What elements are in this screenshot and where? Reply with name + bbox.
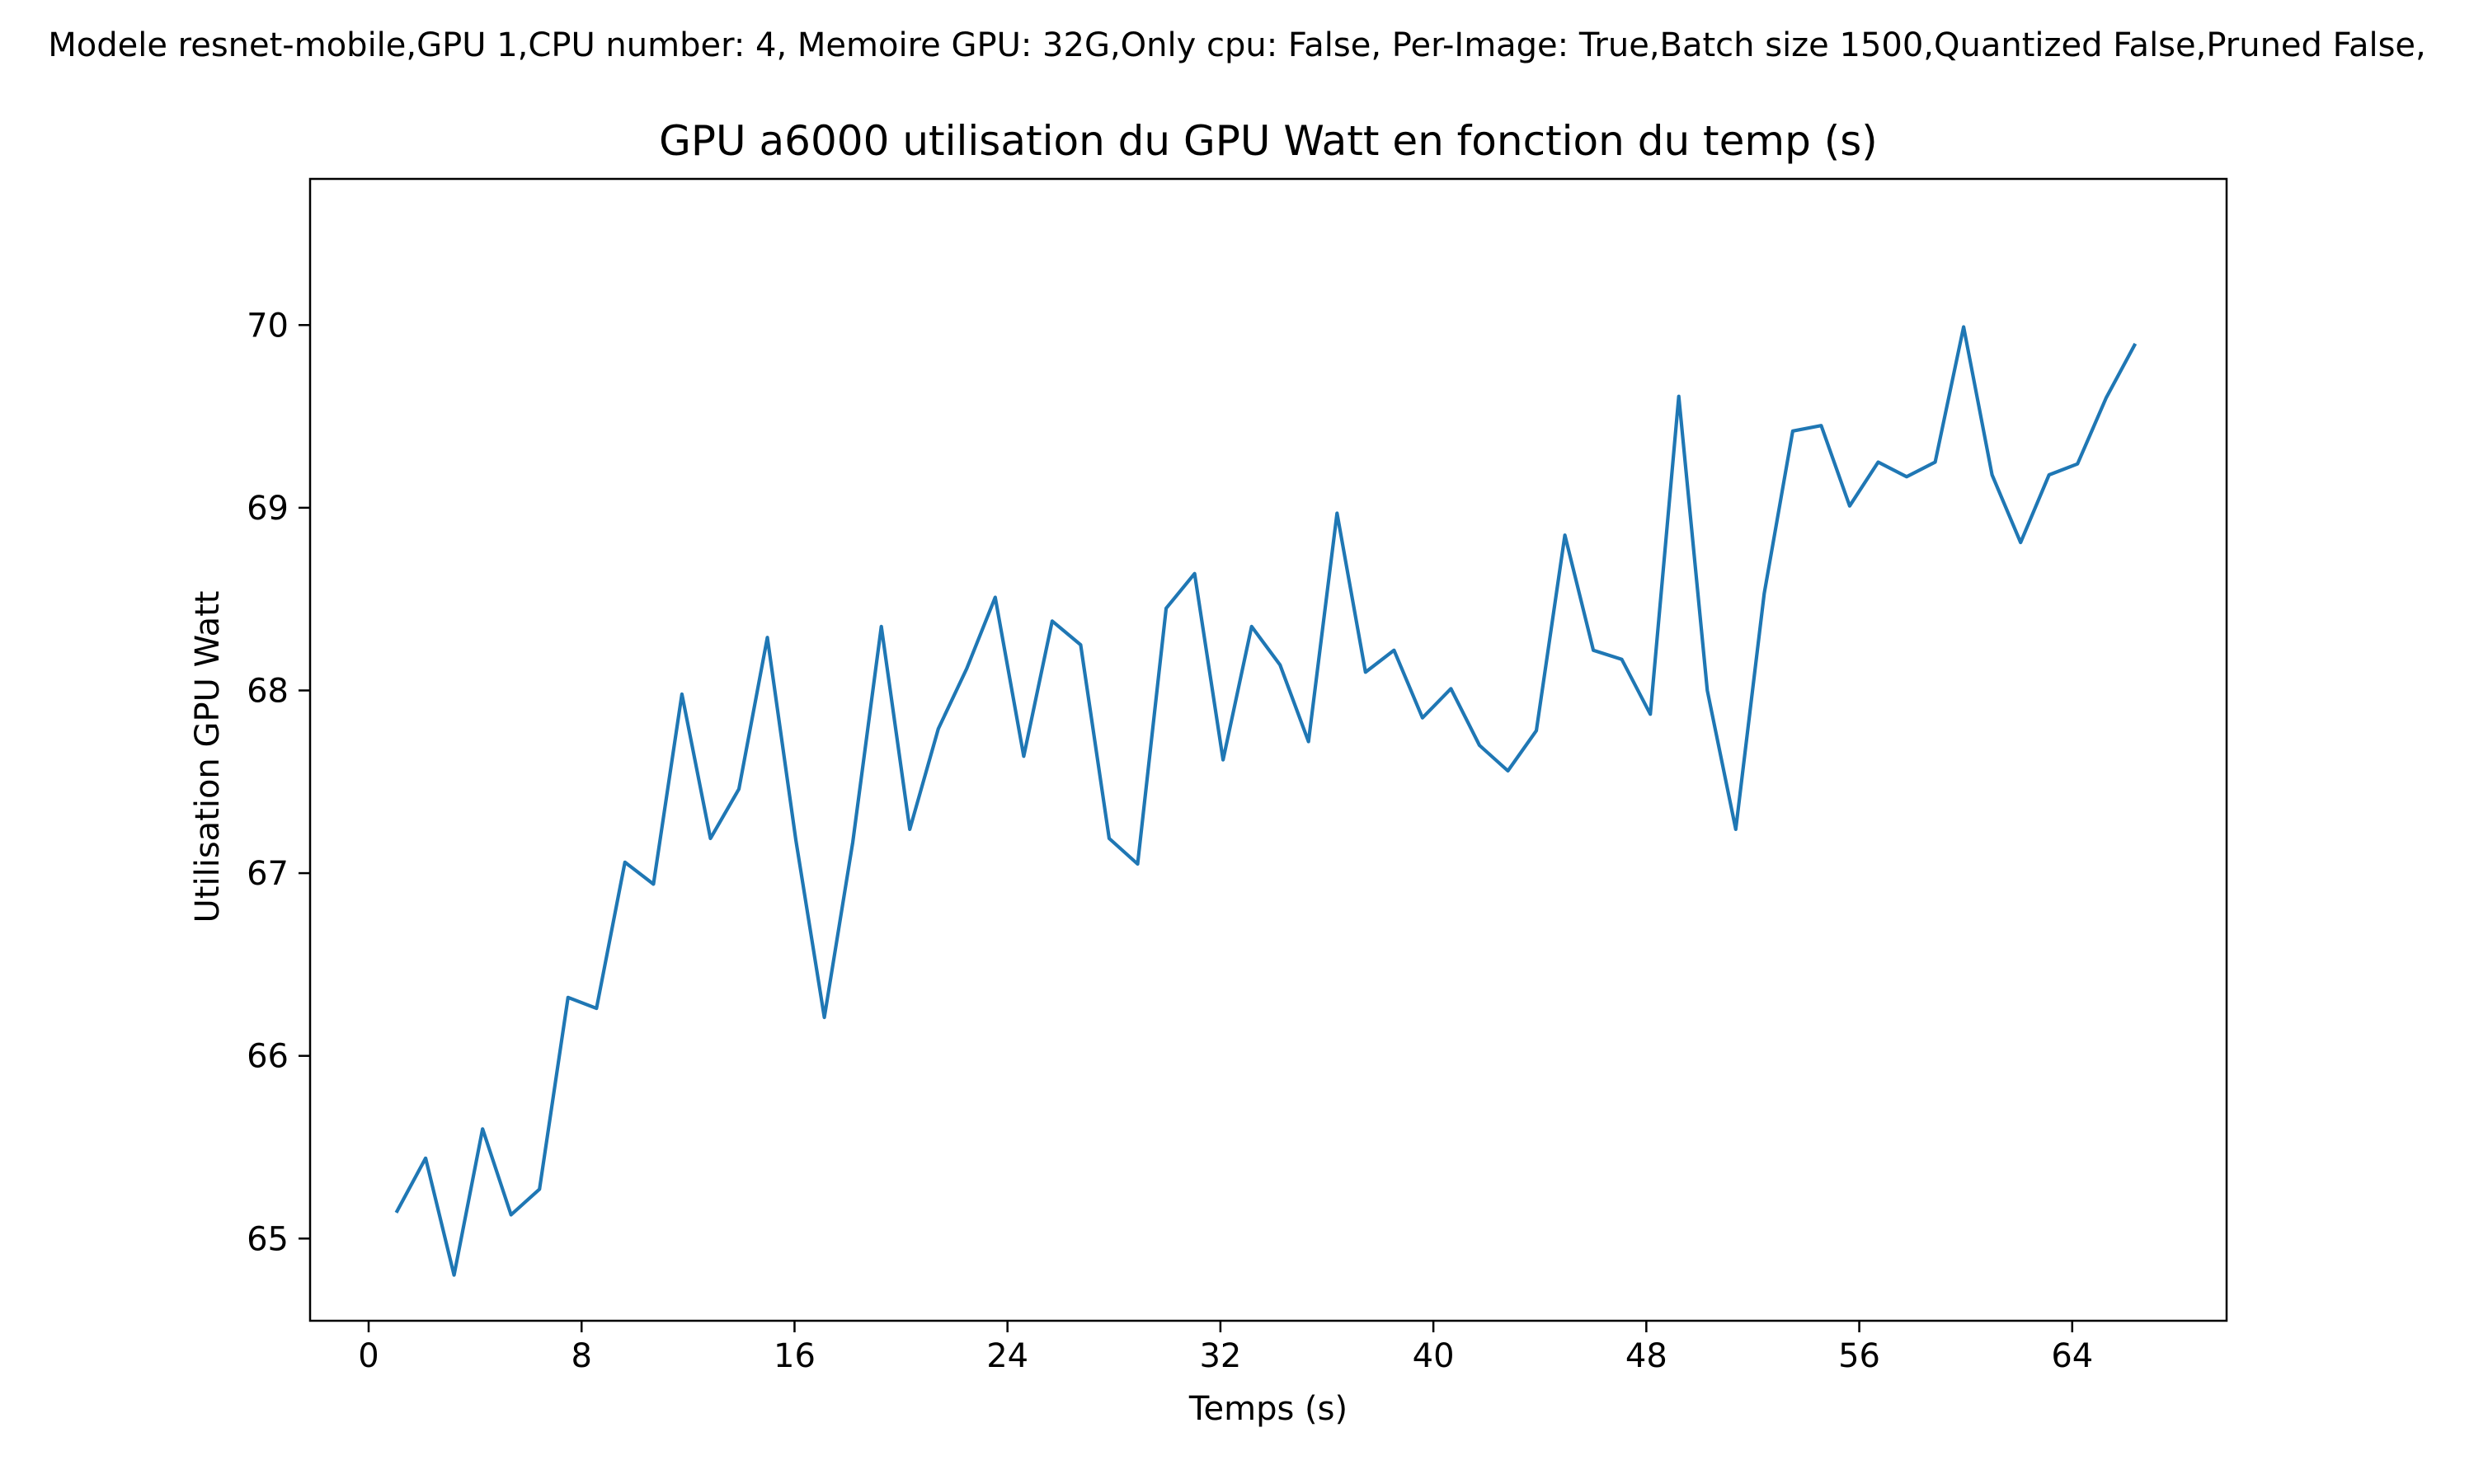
x-tick-label: 32 bbox=[1199, 1337, 1241, 1375]
x-tick-label: 24 bbox=[986, 1337, 1028, 1375]
series-line-0 bbox=[394, 325, 2138, 1277]
axis-ticks: 0 8 16 24 32 40 48 56 64 65 66 67 68 69 70 bbox=[247, 307, 2093, 1375]
y-tick-label: 68 bbox=[247, 672, 289, 710]
x-tick-label: 64 bbox=[2051, 1337, 2093, 1375]
chart-suptitle: Modele resnet-mobile,GPU 1,CPU number: 4… bbox=[48, 26, 2426, 64]
y-tick-label: 65 bbox=[247, 1220, 289, 1258]
y-tick-label: 70 bbox=[247, 307, 289, 345]
y-axis-label: Utilisation GPU Watt bbox=[189, 591, 227, 923]
x-tick-label: 40 bbox=[1413, 1337, 1455, 1375]
x-tick-label: 56 bbox=[1838, 1337, 1880, 1375]
x-axis-label: Temps (s) bbox=[1188, 1390, 1348, 1428]
x-tick-label: 8 bbox=[571, 1337, 592, 1375]
y-tick-label: 66 bbox=[247, 1038, 289, 1076]
y-tick-label: 67 bbox=[247, 855, 289, 893]
x-tick-label: 0 bbox=[358, 1337, 379, 1375]
y-tick-label: 69 bbox=[247, 490, 289, 528]
x-tick-label: 48 bbox=[1625, 1337, 1667, 1375]
chart-title: GPU a6000 utilisation du GPU Watt en fon… bbox=[659, 117, 1878, 165]
plot-area bbox=[308, 177, 2228, 1322]
axes-frame bbox=[308, 177, 2228, 1322]
x-tick-label: 16 bbox=[774, 1337, 816, 1375]
